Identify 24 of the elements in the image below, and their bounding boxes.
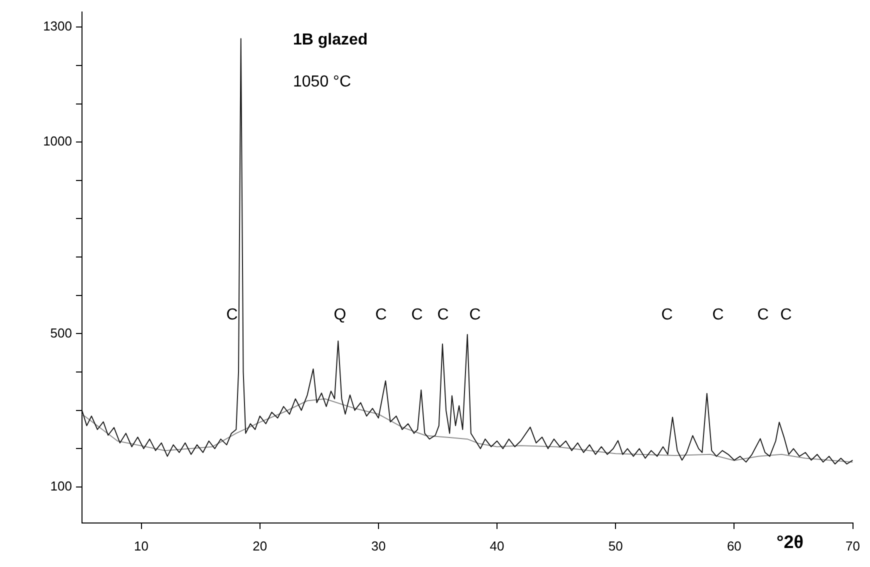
annotation: 1050 °C <box>293 73 351 90</box>
annotation: C <box>437 306 449 324</box>
annotation: C <box>780 306 792 324</box>
x-tick-label: 10 <box>134 538 149 554</box>
y-tick-label: 100 <box>50 478 72 494</box>
x-tick-label: 50 <box>608 538 623 554</box>
x-tick-label: 20 <box>252 538 268 554</box>
annotation: C <box>469 306 481 324</box>
x-tick-label: 70 <box>846 538 860 554</box>
y-tick-label: 1300 <box>43 18 72 34</box>
annotation: C <box>757 306 769 324</box>
annotation: C <box>712 306 724 324</box>
x-tick-label: 60 <box>726 538 742 554</box>
y-tick-label: 1000 <box>43 134 72 149</box>
annotation: 1B glazed <box>293 31 368 48</box>
annotation: C <box>661 306 673 324</box>
annotation: C <box>411 306 423 324</box>
annotation: Q <box>334 306 346 324</box>
x-axis-title: °2θ <box>776 532 804 552</box>
x-tick-label: 40 <box>490 538 504 554</box>
annotation: C <box>375 306 387 324</box>
y-tick-label: 500 <box>50 325 72 340</box>
annotation: C <box>226 306 238 324</box>
x-tick-label: 30 <box>371 538 386 554</box>
